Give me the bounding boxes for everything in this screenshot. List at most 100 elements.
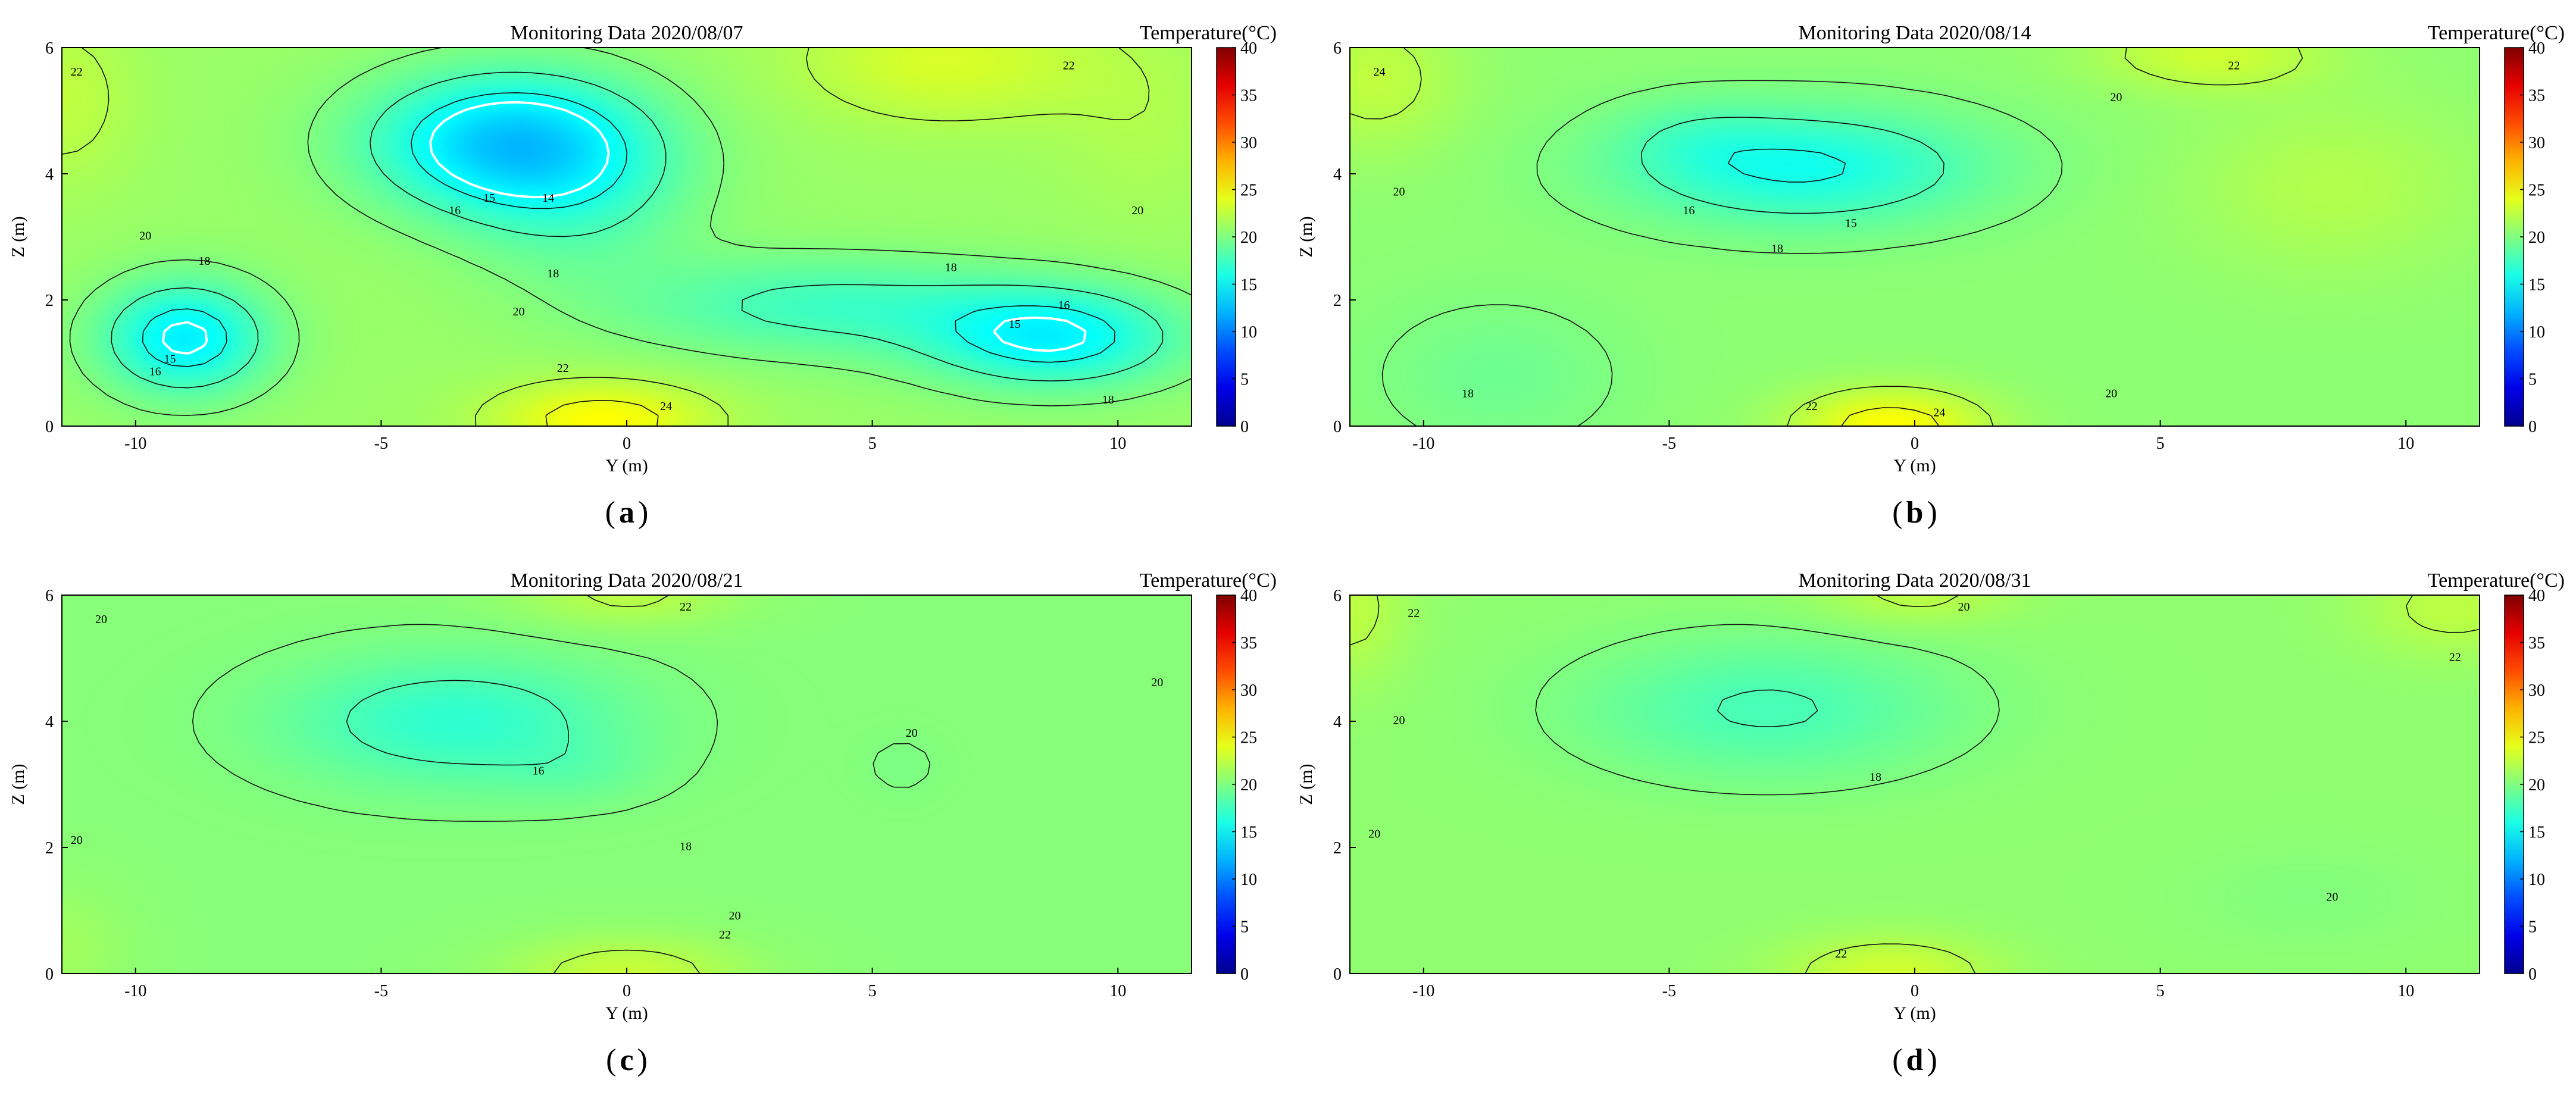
colorbar-tick-label: 30: [1240, 134, 1257, 152]
chart-title: Monitoring Data 2020/08/14: [1799, 22, 2031, 44]
x-axis-label: Y (m): [1893, 1003, 1936, 1023]
y-axis-label: Z (m): [1296, 216, 1316, 257]
colorbar-tick-label: 20: [1240, 229, 1257, 247]
x-tick-label: 10: [2397, 982, 2414, 1000]
x-tick-label: -10: [124, 434, 146, 453]
colorbar-tick-label: 0: [1240, 965, 1249, 984]
colorbar-tick-label: 35: [1240, 634, 1257, 653]
colorbar-tick-label: 15: [2528, 276, 2545, 295]
contour-label: 16: [149, 365, 161, 378]
contour-line-16: [1727, 148, 1846, 183]
colorbar-tick-label: 20: [2528, 776, 2545, 794]
panel-caption: (b): [1892, 496, 1937, 530]
y-tick-label: 6: [1333, 587, 1342, 605]
contour-label: 20: [1393, 714, 1405, 727]
colorbar-tick-label: 40: [1240, 39, 1257, 58]
contour-line-22: [61, 47, 1150, 427]
y-tick-label: 4: [1333, 165, 1342, 184]
contour-line-20: [69, 47, 1192, 416]
x-tick-label: -10: [124, 982, 146, 1000]
colorbar-tick-label: 0: [2528, 965, 2537, 984]
y-tick-label: 2: [1333, 292, 1342, 310]
x-tick-label: 0: [623, 982, 631, 1000]
contour-label: 18: [1771, 242, 1783, 255]
contour-line-24: [1840, 407, 1940, 427]
contour-label: 20: [95, 613, 107, 626]
contour-label: 22: [719, 928, 731, 941]
contour-label: 15: [483, 192, 495, 205]
contour-label: 20: [1368, 827, 1380, 840]
x-tick-label: 0: [623, 434, 631, 453]
contour-label: 22: [680, 600, 692, 614]
contour-line-22: [1349, 595, 2480, 974]
colorbar-tick-label: 10: [1240, 871, 1257, 889]
panel-a: 15 16 18 20 22 15 14 16 18 20 22 24 15 16 18 18 20 22 -10-…: [0, 0, 1288, 548]
colorbar-label: Temperature(°C): [2428, 570, 2565, 592]
y-tick-label: 2: [45, 292, 54, 310]
heatmap-field: [1350, 595, 2480, 974]
x-tick-label: 0: [1911, 982, 1919, 1000]
x-axis-label: Y (m): [605, 1003, 648, 1023]
contour-line-22: [1349, 47, 2303, 427]
y-tick-label: 0: [1333, 418, 1342, 436]
contour-line-20: [1535, 624, 2000, 796]
colorbar-tick-label: 10: [2528, 323, 2545, 342]
contour-chart-c: 16 18 20 20 20 20 22 22 20 -10 -5 0 5 10 0 2 4 6 Y (m) Z (m…: [8, 570, 1277, 1077]
contour-label: 14: [542, 192, 554, 205]
colorbar-tick-label: 30: [2528, 681, 2545, 700]
contour-label: 24: [1374, 65, 1386, 79]
chart-title: Monitoring Data 2020/08/21: [511, 570, 743, 592]
colorbar-tick-label: 5: [1240, 371, 1249, 389]
x-tick-label: 10: [1109, 434, 1126, 453]
x-tick-label: 0: [1911, 434, 1919, 453]
contour-line-16: [142, 92, 1115, 367]
contour-line-20: [192, 624, 931, 822]
colorbar-tick-label: 25: [2528, 182, 2545, 200]
colorbar-label: Temperature(°C): [1140, 570, 1277, 592]
chart-title: Monitoring Data 2020/08/31: [1799, 570, 2031, 592]
heatmap-field: [1350, 48, 2480, 426]
colorbar-tick-label: 15: [1240, 824, 1257, 842]
y-tick-label: 4: [45, 713, 54, 731]
colorbar-tick-label: 35: [2528, 87, 2545, 105]
y-tick-label: 6: [1333, 39, 1342, 58]
colorbar-tick-label: 25: [1240, 182, 1257, 200]
heatmap-field: [62, 48, 1192, 426]
colorbar-label: Temperature(°C): [1140, 22, 1277, 44]
contour-label: 24: [1933, 406, 1945, 419]
panel-d: 18 20 20 20 20 22 22 22 -10 -5 0 5 10 0 2 4 6 Y (m) Z (m) M…: [1288, 548, 2576, 1095]
contour-label: 24: [660, 400, 672, 413]
y-axis-label: Z (m): [8, 764, 28, 805]
colorbar-tick-label: 15: [2528, 824, 2545, 842]
y-tick-label: 6: [45, 39, 54, 58]
colorbar-tick-label: 40: [2528, 39, 2545, 58]
x-tick-label: 10: [2397, 434, 2414, 453]
contour-label: 18: [680, 840, 692, 853]
contour-label: 22: [557, 362, 569, 375]
contour-line-18: [111, 71, 1164, 389]
contour-label: 22: [1806, 400, 1818, 413]
y-axis-label: Z (m): [1296, 764, 1316, 805]
contour-label: 22: [1408, 606, 1420, 620]
colorbar-tick-label: 20: [1240, 776, 1257, 794]
colorbar-tick-label: 10: [1240, 323, 1257, 342]
x-tick-label: -5: [1662, 982, 1676, 1000]
contour-line-18: [1717, 689, 1818, 727]
y-tick-label: 2: [45, 839, 54, 858]
contour-line-15: [162, 101, 1087, 355]
contour-label: 16: [449, 204, 461, 217]
y-tick-label: 4: [1333, 713, 1342, 731]
contour-label: 20: [2110, 90, 2122, 104]
contour-label: 20: [1131, 204, 1143, 217]
contour-label: 22: [2449, 651, 2461, 664]
contour-label: 22: [2228, 59, 2240, 72]
x-tick-label: 5: [868, 982, 877, 1000]
x-tick-label: 10: [1109, 982, 1126, 1000]
colorbar-tick-label: 5: [2528, 371, 2537, 389]
panel-caption: (d): [1892, 1043, 1937, 1077]
y-tick-label: 2: [1333, 839, 1342, 858]
x-tick-label: -5: [1662, 434, 1676, 453]
contour-label: 22: [1063, 59, 1075, 72]
